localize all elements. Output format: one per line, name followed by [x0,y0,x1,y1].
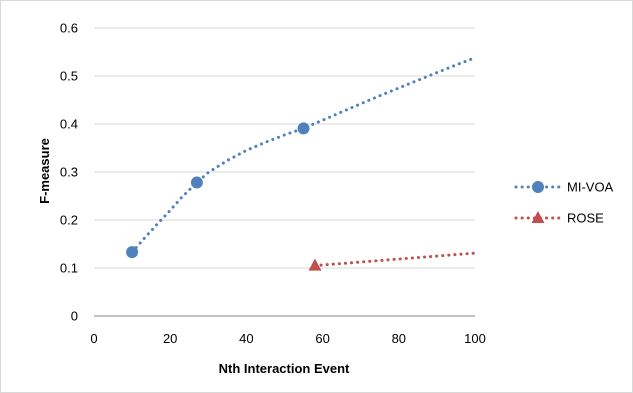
y-tick-label: 0.1 [60,261,78,276]
data-point [308,258,322,271]
series-line-mi-voa [130,56,477,254]
data-point [126,246,139,259]
y-tick-label: 0.3 [60,165,78,180]
x-tick-label: 0 [90,331,97,346]
y-tick-label: 0.2 [60,213,78,228]
x-axis-ticks: 0 20 40 60 80 100 [90,331,485,346]
y-tick-label: 0.4 [60,117,78,132]
data-point [297,122,310,135]
legend: MI-VOA ROSE [514,180,614,226]
x-tick-label: 20 [163,331,177,346]
x-tick-label: 100 [464,331,486,346]
x-tick-label: 80 [392,331,406,346]
y-axis-title: F-measure [37,138,52,204]
y-tick-label: 0.6 [60,21,78,36]
gridlines [94,27,475,317]
y-tick-label: 0 [71,309,78,324]
x-tick-label: 40 [239,331,253,346]
x-axis-title: Nth Interaction Event [219,361,350,376]
series-lines [130,56,477,268]
legend-marker [531,211,545,223]
legend-label: MI-VOA [567,180,614,195]
series-line-rose [313,251,477,268]
legend-marker [532,181,544,193]
y-axis-ticks: 0 0.1 0.2 0.3 0.4 0.5 0.6 [60,21,78,324]
x-tick-label: 60 [315,331,329,346]
legend-label: ROSE [567,211,604,226]
data-point [190,176,203,189]
series-markers [126,122,322,271]
y-tick-label: 0.5 [60,69,78,84]
